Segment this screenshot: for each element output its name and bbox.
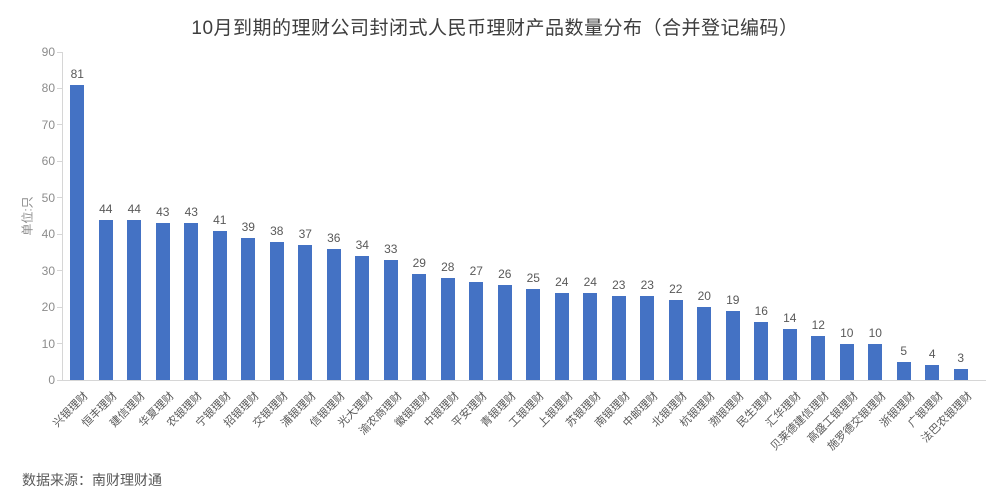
bar-value-label: 22 [669, 281, 683, 296]
bar[interactable] [440, 277, 455, 380]
y-axis-tick [57, 233, 62, 235]
bar[interactable] [925, 365, 940, 380]
bar-value-label: 81 [70, 66, 84, 81]
bar[interactable] [640, 296, 655, 380]
bar[interactable] [668, 299, 683, 380]
bar[interactable] [697, 307, 712, 380]
bar[interactable] [725, 310, 740, 380]
plot-area: 0 10 20 30 40 50 60 70 80 90 81 兴银理财 44 恒丰理财 44 建信理财 43 华… [42, 45, 986, 453]
bar[interactable] [896, 361, 911, 380]
bar[interactable] [98, 219, 113, 380]
bar[interactable] [583, 292, 598, 380]
bar-value-label: 23 [612, 278, 626, 293]
bar-value-label: 14 [783, 310, 797, 325]
y-axis-tick-label: 60 [41, 154, 55, 169]
bar[interactable] [127, 219, 142, 380]
y-axis-tick-label: 30 [41, 263, 55, 278]
y-axis-tick [57, 270, 62, 272]
y-axis-tick [57, 160, 62, 162]
bar-value-label: 19 [726, 292, 740, 307]
bar[interactable] [412, 274, 427, 380]
y-axis-tick-label: 0 [48, 373, 55, 387]
bar-value-label: 34 [355, 238, 369, 253]
bar-value-label: 28 [441, 259, 455, 274]
bar-value-label: 41 [213, 212, 227, 227]
bar[interactable] [241, 237, 256, 380]
bar-value-label: 38 [270, 223, 284, 238]
bar-value-label: 44 [99, 201, 113, 216]
bar-value-label: 5 [900, 343, 908, 358]
bar-value-label: 25 [526, 270, 540, 285]
y-axis-tick-label: 80 [41, 81, 55, 96]
bar-value-label: 39 [241, 219, 255, 234]
bar-value-label: 43 [156, 205, 170, 220]
bar-value-label: 20 [697, 289, 711, 304]
bar[interactable] [269, 241, 284, 380]
bar-value-label: 23 [640, 278, 654, 293]
bar-value-label: 29 [412, 256, 426, 271]
data-source: 数据来源：南财理财通 [22, 472, 162, 488]
bar-value-label: 27 [469, 263, 483, 278]
chart-title: 10月到期的理财公司封闭式人民币理财产品数量分布（合并登记编码） [191, 18, 799, 39]
y-axis-tick-label: 20 [41, 300, 55, 315]
y-axis-tick [57, 52, 62, 53]
y-axis-tick [57, 343, 62, 345]
bar[interactable] [383, 259, 398, 380]
bar-value-label: 26 [498, 267, 512, 282]
bar-value-label: 12 [811, 318, 825, 333]
y-axis-tick-label: 90 [41, 45, 55, 59]
bar-value-label: 10 [868, 325, 882, 340]
bar[interactable] [155, 223, 170, 380]
y-axis-tick [57, 87, 62, 89]
bar[interactable] [611, 296, 626, 380]
y-axis-tick [57, 197, 62, 199]
bar[interactable] [754, 321, 769, 380]
bar[interactable] [298, 245, 313, 380]
y-axis-tick [57, 379, 62, 381]
bar-value-label: 36 [327, 230, 341, 245]
bar[interactable] [782, 328, 797, 380]
y-axis-tick-label: 10 [41, 336, 55, 351]
bar[interactable] [469, 281, 484, 380]
bar-value-label: 33 [384, 241, 398, 256]
bar[interactable] [526, 288, 541, 380]
bar[interactable] [355, 256, 370, 380]
bar-value-label: 24 [583, 274, 597, 289]
bar-value-label: 3 [957, 351, 965, 366]
bar-value-label: 43 [184, 205, 198, 220]
bar-value-label: 16 [754, 303, 768, 318]
y-axis-tick-label: 70 [41, 117, 55, 132]
bar[interactable] [70, 84, 85, 380]
bar[interactable] [868, 343, 883, 380]
y-axis-tick [57, 124, 62, 126]
bar-value-label: 24 [555, 274, 569, 289]
bar[interactable] [554, 292, 569, 380]
y-axis-tick [57, 306, 62, 308]
bar-value-label: 4 [928, 347, 936, 362]
bar[interactable] [953, 369, 968, 380]
bar[interactable] [326, 248, 341, 380]
y-axis-tick-label: 40 [41, 227, 55, 242]
bar-value-label: 44 [127, 201, 141, 216]
bar[interactable] [212, 230, 227, 380]
bar[interactable] [184, 223, 199, 380]
bar-value-label: 37 [298, 227, 312, 242]
y-axis-tick-label: 50 [41, 190, 55, 205]
bar[interactable] [497, 285, 512, 380]
bar[interactable] [839, 343, 854, 380]
bar-value-label: 10 [840, 325, 854, 340]
bar[interactable] [811, 336, 826, 380]
